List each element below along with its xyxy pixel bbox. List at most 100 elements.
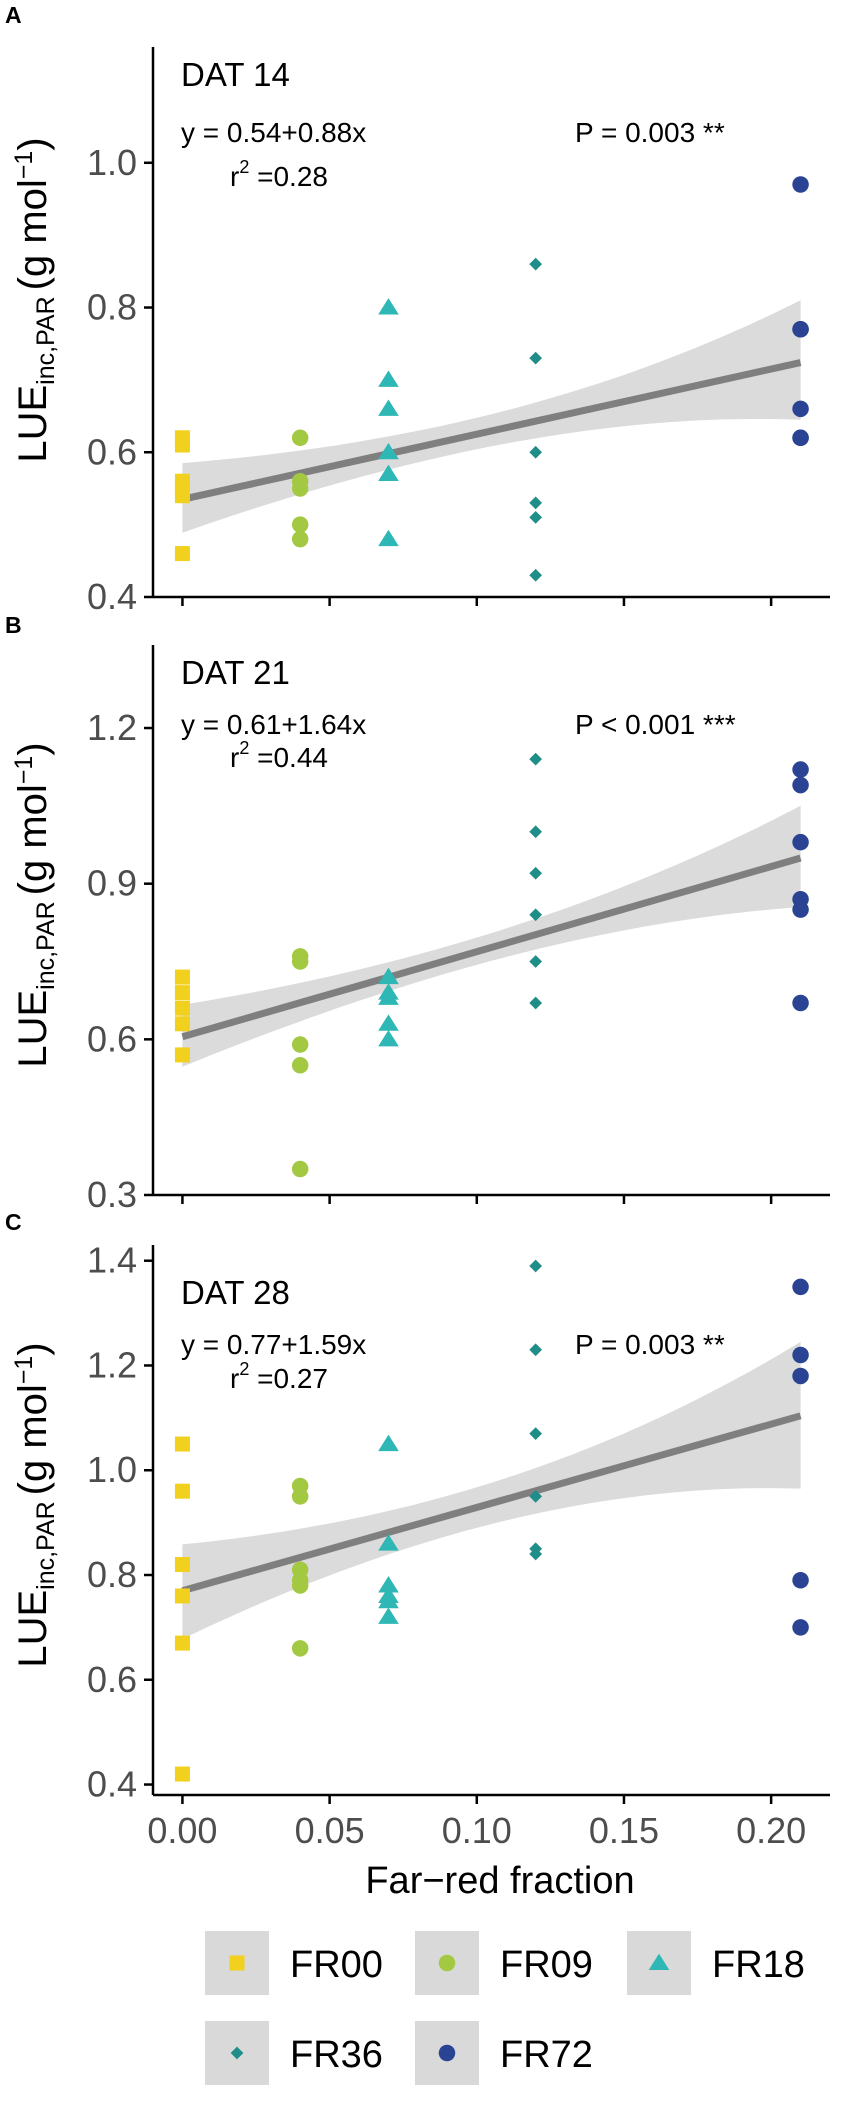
legend-item-fr36: FR36 <box>205 2021 383 2085</box>
data-point <box>529 825 543 839</box>
data-point <box>792 994 809 1012</box>
data-point <box>378 1029 399 1047</box>
legend-marker <box>648 1953 670 1971</box>
data-point <box>529 445 543 459</box>
series-fr36 <box>529 752 543 1010</box>
y-tick-label: 1.4 <box>87 1240 137 1281</box>
data-point <box>291 953 309 970</box>
y-axis-label: LUEinc,PAR(g mol−1) <box>10 1342 60 1667</box>
regression-equation: y = 0.54+0.88x <box>181 117 366 148</box>
data-point <box>291 1577 309 1594</box>
y-tick-label: 0.4 <box>87 1764 137 1805</box>
series-fr72 <box>792 761 809 1012</box>
data-point <box>174 1047 190 1063</box>
data-point <box>529 351 543 365</box>
legend-label: FR36 <box>290 2034 383 2076</box>
series-fr09 <box>291 1477 309 1657</box>
series-fr09 <box>291 429 309 548</box>
series-fr36 <box>529 1259 543 1561</box>
data-point <box>529 908 543 922</box>
plot-area <box>174 752 809 1178</box>
p-value-label: P < 0.001 *** <box>575 709 736 740</box>
legend: FR00 FR09 FR18 FR36 FR72 <box>205 1931 805 2085</box>
regression-line <box>181 359 802 503</box>
data-point <box>529 955 543 968</box>
data-point <box>792 429 809 447</box>
data-point <box>378 1607 399 1624</box>
data-point <box>529 511 543 524</box>
legend-label: FR18 <box>712 1944 805 1986</box>
data-point <box>529 257 543 271</box>
series-fr72 <box>792 176 809 447</box>
legend-label: FR72 <box>500 2034 593 2076</box>
data-point <box>291 1036 309 1053</box>
series-fr36 <box>529 257 543 582</box>
p-value-label: P = 0.003 ** <box>575 1329 725 1360</box>
y-tick-label: 0.6 <box>87 1659 137 1700</box>
data-point <box>174 1635 190 1651</box>
data-point <box>291 1057 309 1074</box>
x-axis-ticks <box>181 1195 773 1204</box>
y-axis-label: LUEinc,PAR(g mol−1) <box>10 742 60 1067</box>
data-point <box>378 1534 399 1551</box>
y-tick-label: 0.6 <box>87 1018 137 1059</box>
series-fr18 <box>378 1434 399 1624</box>
r-squared-label: r2 =0.27 <box>230 1359 328 1394</box>
legend-item-fr00: FR00 <box>205 1931 383 1995</box>
data-point <box>378 988 399 1005</box>
data-point <box>174 546 190 562</box>
y-tick-label: 1.2 <box>87 707 137 748</box>
legend-item-fr09: FR09 <box>415 1931 593 1995</box>
data-point <box>529 1343 543 1357</box>
data-point <box>291 530 309 548</box>
x-tick-label: 0.10 <box>442 1810 512 1851</box>
confidence-band <box>182 1341 801 1639</box>
data-point <box>792 1278 809 1296</box>
data-point <box>291 1488 309 1505</box>
x-tick-label: 0.15 <box>589 1810 659 1851</box>
x-axis-ticks <box>181 597 773 606</box>
chart-title: DAT 14 <box>181 56 290 93</box>
chart-title: DAT 21 <box>181 654 290 691</box>
y-tick-label: 0.3 <box>87 1174 137 1215</box>
data-point <box>792 176 809 193</box>
y-tick-label: 1.0 <box>87 142 137 183</box>
series-fr09 <box>291 948 309 1178</box>
data-point <box>378 1576 399 1593</box>
data-point <box>378 1434 399 1452</box>
y-tick-label: 0.8 <box>87 287 137 328</box>
data-point <box>792 901 809 918</box>
confidence-band <box>182 300 801 533</box>
chart-title: DAT 28 <box>181 1274 290 1311</box>
r-squared-label: r2 =0.28 <box>230 157 328 192</box>
series-fr18 <box>378 967 399 1047</box>
legend-label: FR09 <box>500 1944 593 1986</box>
panel-letter: C <box>5 1209 22 1235</box>
data-point <box>378 1591 399 1609</box>
data-point <box>174 1766 190 1782</box>
data-point <box>529 1259 543 1273</box>
data-point <box>174 1000 190 1016</box>
legend-marker <box>438 2044 456 2062</box>
data-point <box>291 1160 309 1178</box>
data-point <box>529 1427 543 1440</box>
data-point <box>378 298 399 315</box>
p-value-label: P = 0.003 ** <box>575 117 725 148</box>
plot-area <box>174 1259 809 1782</box>
data-point <box>529 496 543 510</box>
data-point <box>792 776 809 794</box>
y-tick-label: 0.4 <box>87 576 137 617</box>
data-point <box>792 1346 809 1364</box>
data-point <box>792 761 809 778</box>
data-point <box>378 370 399 387</box>
data-point <box>291 480 309 497</box>
y-axis-ticks: 0.4 0.6 0.8 1.0 1.2 1.4 <box>87 1240 153 1805</box>
legend-item-fr72: FR72 <box>415 2021 593 2085</box>
series-fr72 <box>792 1278 809 1636</box>
series-fr00 <box>174 969 190 1063</box>
confidence-band <box>182 805 801 1067</box>
data-point <box>529 866 543 880</box>
regression-equation: y = 0.61+1.64x <box>181 709 366 740</box>
data-point <box>529 1547 543 1561</box>
